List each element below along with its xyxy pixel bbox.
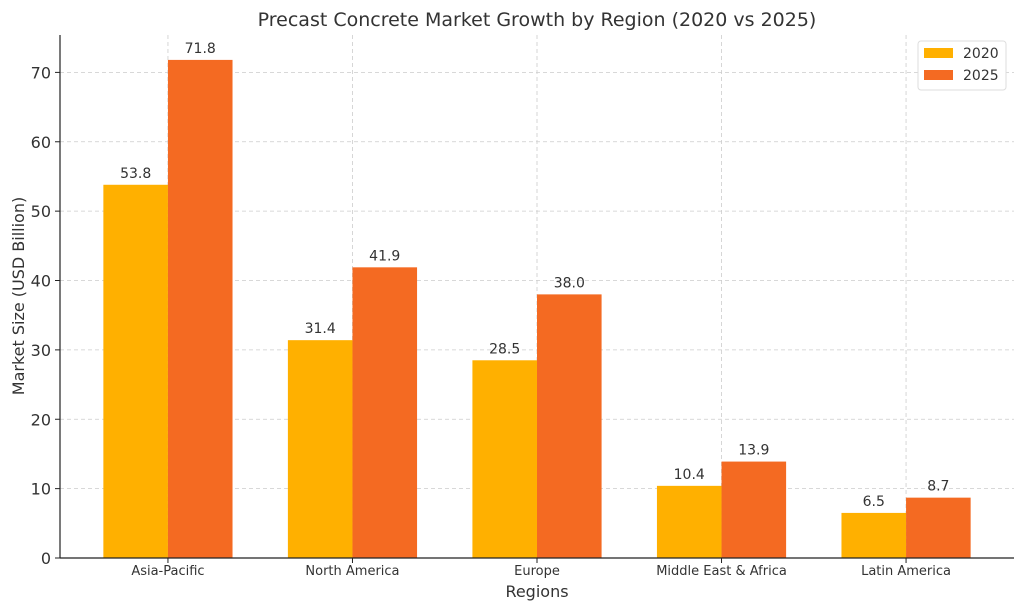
x-tick-label: Asia-Pacific [131, 564, 204, 579]
data-label: 41.9 [369, 248, 400, 264]
y-axis-label: Market Size (USD Billion) [9, 197, 28, 395]
y-tick-label: 0 [41, 549, 51, 568]
y-tick-label: 10 [31, 480, 51, 499]
y-tick-label: 40 [31, 272, 51, 291]
data-label: 28.5 [489, 341, 520, 357]
bars [103, 59, 971, 559]
y-tick-label: 50 [31, 202, 51, 221]
data-label: 10.4 [674, 467, 705, 483]
data-label: 6.5 [863, 494, 885, 510]
data-label: 13.9 [738, 443, 769, 459]
bar-2020 [841, 512, 907, 558]
bar-2025 [721, 461, 787, 558]
bar-2025 [352, 267, 418, 558]
legend-label: 2025 [963, 68, 999, 84]
y-tick-label: 30 [31, 341, 51, 360]
y-tick-label: 70 [31, 63, 51, 82]
bar-2020 [656, 485, 722, 558]
y-tick-label: 20 [31, 410, 51, 429]
bar-2020 [287, 340, 353, 558]
x-tick-label: Latin America [861, 564, 951, 579]
axes: 0 10 20 30 40 50 60 70 Asia-Pacific North America… [31, 35, 1014, 579]
data-label: 31.4 [305, 321, 336, 337]
bar-2025 [167, 59, 233, 559]
bar-2025 [906, 497, 971, 558]
data-label: 38.0 [554, 275, 585, 291]
data-label: 53.8 [120, 166, 151, 182]
chart-title: Precast Concrete Market Growth by Region… [258, 9, 817, 31]
x-tick-label: North America [305, 564, 399, 579]
data-label: 71.8 [185, 41, 216, 57]
bar-2025 [537, 294, 602, 558]
bar-2020 [103, 184, 168, 558]
data-label: 8.7 [927, 479, 949, 495]
x-tick-label: Middle East & Africa [656, 564, 787, 579]
legend: 2020 2025 [917, 40, 1007, 91]
legend-label: 2020 [963, 46, 999, 62]
legend-swatch-2025 [924, 70, 953, 80]
bar-2020 [472, 360, 537, 558]
y-tick-label: 60 [31, 133, 51, 152]
x-axis-label: Regions [505, 582, 568, 601]
x-tick-label: Europe [514, 564, 560, 579]
legend-swatch-2020 [924, 48, 953, 58]
data-labels: 53.8 31.4 28.5 10.4 6.5 71.8 41.9 38.0 13.9 8.7 [120, 41, 949, 510]
